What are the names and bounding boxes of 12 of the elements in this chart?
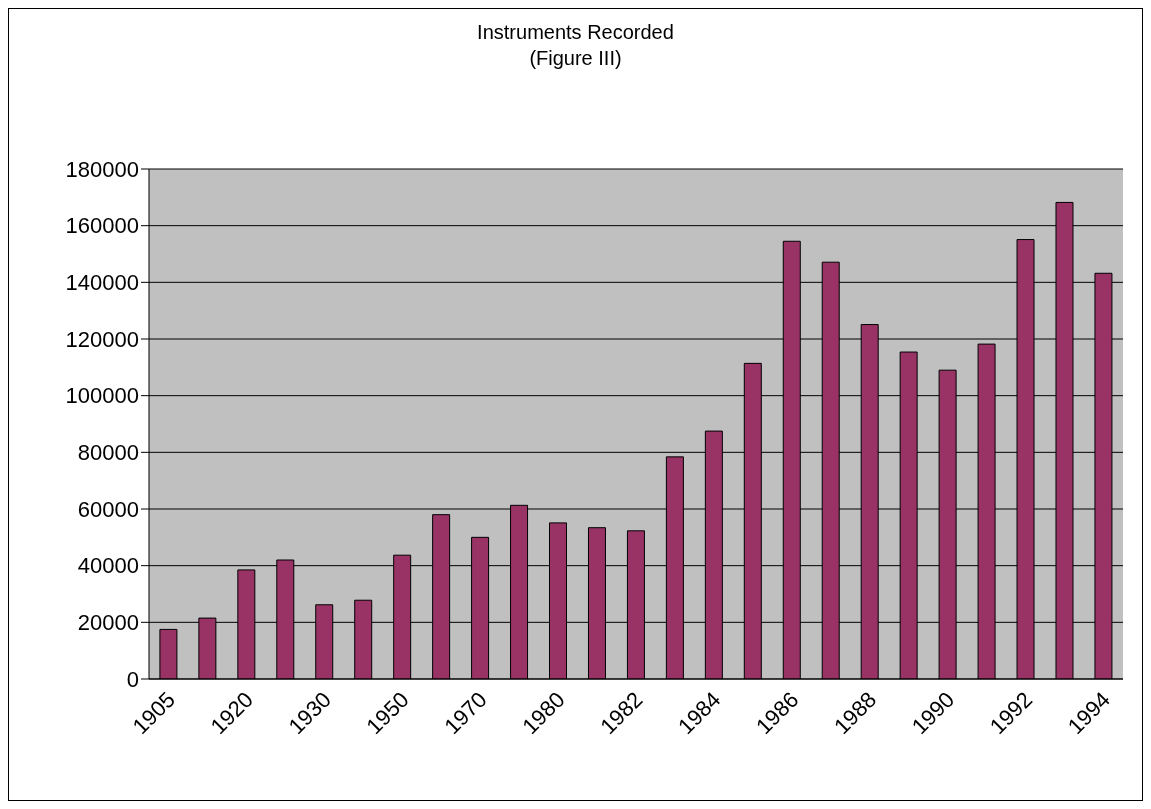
y-tick-label: 80000 [77,440,139,466]
y-tick-label: 40000 [77,553,139,579]
y-tick-label: 20000 [77,610,139,636]
chart-subtitle: (Figure III) [528,46,623,71]
y-tick-label: 60000 [77,496,139,522]
y-tick-label: 100000 [65,383,139,409]
y-tick-label: 0 [126,666,139,692]
y-tick-label: 140000 [65,270,139,296]
chart-title: Instruments Recorded [476,20,675,45]
y-tick-label: 180000 [65,156,139,182]
y-tick-label: 120000 [65,326,139,352]
y-tick-label: 160000 [65,213,139,239]
